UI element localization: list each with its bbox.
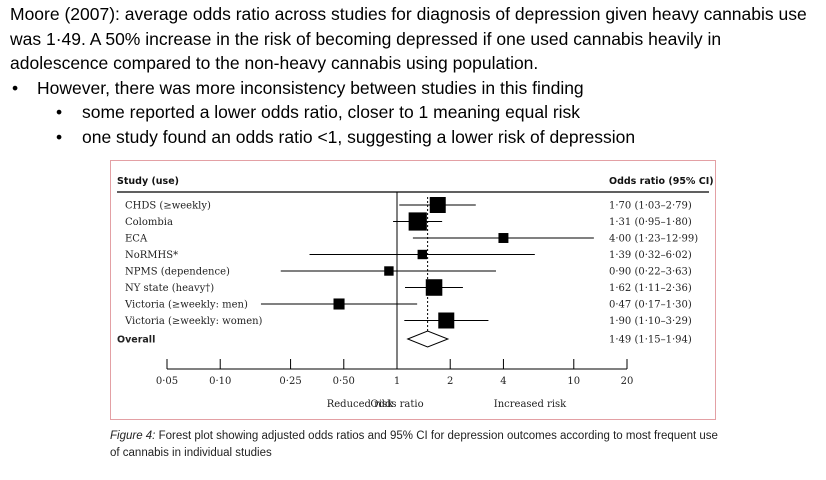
study-estimate-square: [417, 249, 427, 260]
study-name: ECA: [125, 234, 148, 245]
study-name: CHDS (≥weekly): [125, 201, 211, 212]
x-tick-label: 1: [394, 376, 400, 387]
sub-bullet-item: • one study found an odds ratio <1, sugge…: [10, 125, 820, 150]
caption-text: Forest plot showing adjusted odds ratios…: [110, 430, 718, 459]
study-estimate-square: [438, 312, 455, 329]
study-ci-label: 4·00 (1·23–12·99): [609, 234, 698, 245]
overall-diamond: [406, 330, 450, 348]
bullet-text: However, there was more inconsistency be…: [37, 77, 584, 98]
forest-plot: Study (use) Odds ratio (95% CI) CHDS (≥wee…: [117, 176, 714, 410]
figure-caption: Figure 4: Forest plot showing adjusted o…: [110, 428, 730, 462]
study-ci-label: 1·62 (1·11–2·36): [609, 283, 692, 294]
study-name: Victoria (≥weekly: women): [124, 316, 263, 327]
study-estimate-square: [429, 197, 446, 213]
sub-bullet-text: some reported a lower odds ratio, closer…: [82, 102, 581, 122]
study-ci-label: 1·70 (1·03–2·79): [609, 201, 692, 212]
study-name: NPMS (dependence): [125, 267, 230, 278]
study-name: Victoria (≥weekly: men): [124, 300, 248, 311]
study-estimate-square: [498, 233, 509, 243]
study-ci-label: 1·90 (1·10–3·29): [609, 316, 692, 327]
study-estimate-square: [384, 266, 394, 276]
x-tick-label: 0·10: [209, 376, 231, 387]
bullet-dot: •: [56, 102, 63, 122]
increased-risk-label: Increased risk: [494, 399, 567, 410]
study-column-header: Study (use): [117, 176, 179, 187]
study-estimate-square: [425, 279, 443, 296]
x-tick-label: 0·50: [333, 376, 355, 387]
bullet-item: • However, there was more inconsistency b…: [10, 76, 820, 101]
study-name: NoRMHS*: [125, 250, 178, 261]
bullet-dot: •: [56, 126, 63, 147]
sub-bullet-text: one study found an odds ratio <1, sugges…: [82, 126, 636, 147]
study-ci-label: 1·31 (0·95–1·80): [609, 217, 692, 228]
x-tick-label: 10: [567, 376, 580, 387]
x-tick-label: 0·05: [156, 376, 178, 387]
study-ci-label: 0·47 (0·17–1·30): [609, 300, 692, 311]
reduced-risk-label: Reduced risk: [327, 399, 394, 410]
x-tick-label: 0·25: [279, 376, 301, 387]
study-name: Colombia: [125, 217, 173, 228]
forest-plot-figure: Study (use) Odds ratio (95% CI) CHDS (≥wee…: [110, 160, 716, 420]
study-ci-label: 1·39 (0·32–6·02): [609, 250, 692, 261]
study-name: NY state (heavy†): [125, 283, 214, 294]
sub-bullet-item: • some reported a lower odds ratio, close…: [10, 100, 820, 125]
study-ci-label: 0·90 (0·22–3·63): [609, 267, 692, 278]
x-tick-label: 20: [621, 376, 634, 387]
slide-text: Moore (2007): average odds ratio across …: [10, 2, 820, 149]
study-estimate-square: [408, 212, 427, 231]
overall-label: Overall: [117, 335, 155, 346]
caption-label: Figure 4:: [110, 430, 156, 442]
study-estimate-square: [333, 298, 345, 310]
bullet-dot: •: [12, 77, 19, 98]
overall-ci-label: 1·49 (1·15–1·94): [609, 335, 692, 346]
odds-ratio-column-header: Odds ratio (95% CI): [609, 176, 714, 187]
x-tick-label: 2: [447, 376, 453, 387]
x-tick-label: 4: [500, 376, 506, 387]
intro-paragraph: Moore (2007): average odds ratio across …: [10, 4, 807, 73]
x-axis-label: Odds ratio: [370, 399, 423, 410]
